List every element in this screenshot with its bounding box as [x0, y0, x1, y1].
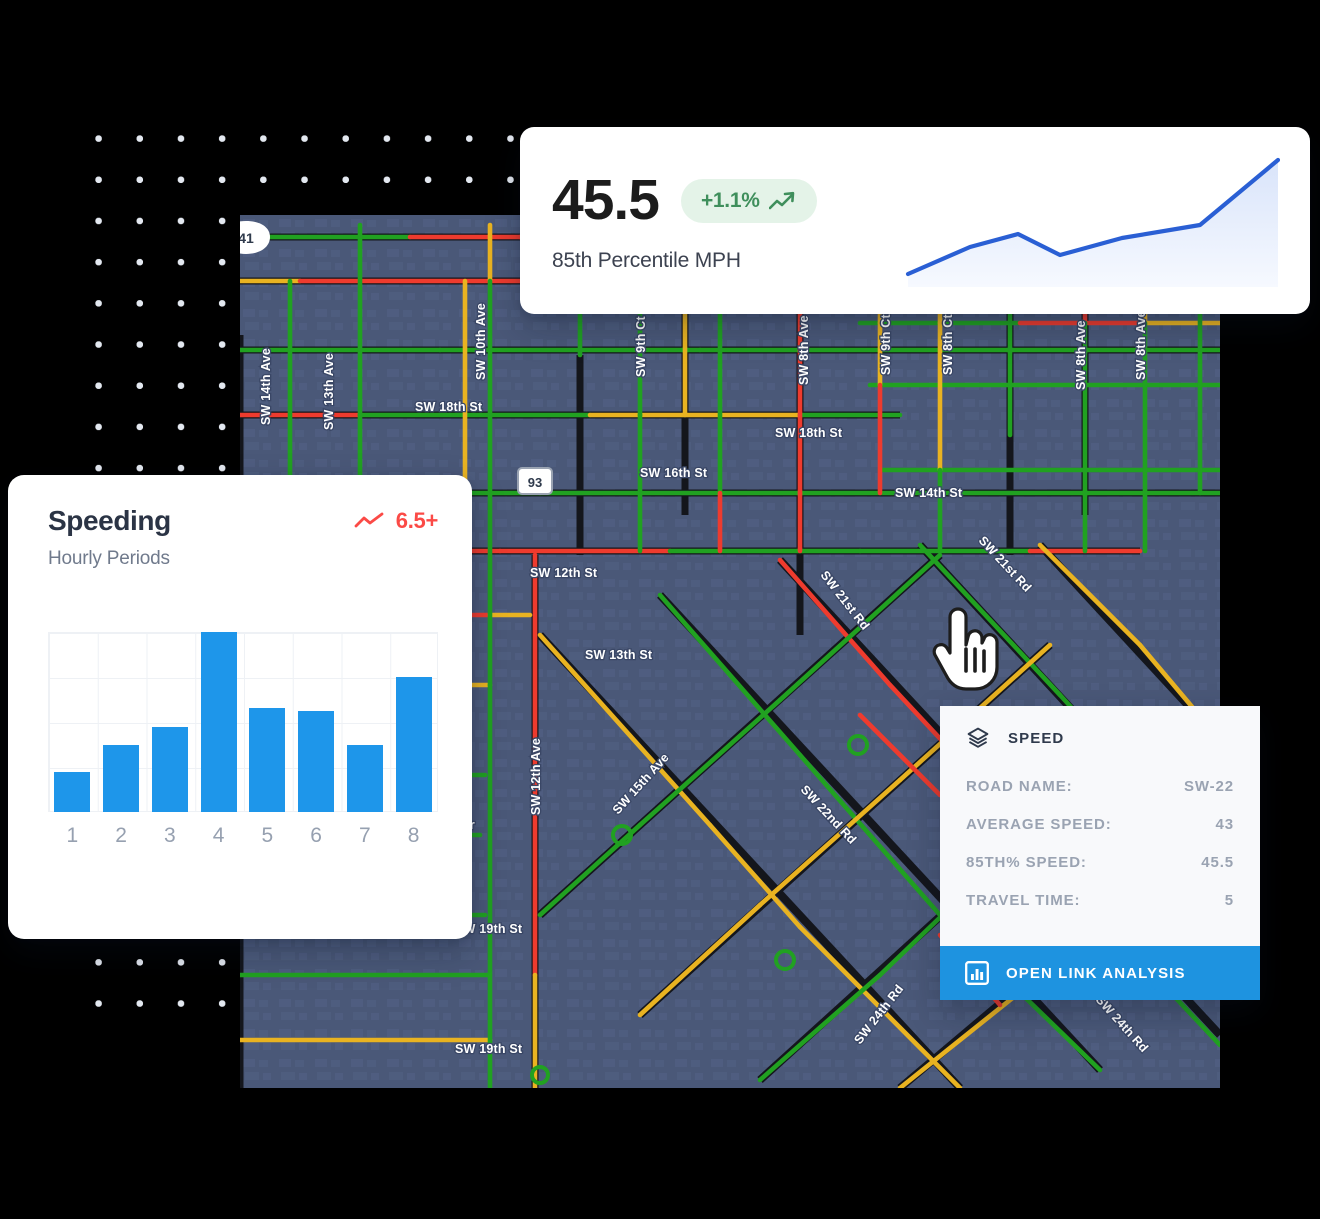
speeding-card-header: Speeding 6.5+: [48, 505, 438, 537]
svg-text:SW 18th St: SW 18th St: [415, 400, 483, 414]
svg-text:SW 18th St: SW 18th St: [775, 426, 843, 440]
svg-text:SW 9th Ct: SW 9th Ct: [879, 314, 893, 375]
speeding-title: Speeding: [48, 505, 171, 536]
svg-text:SW 13th St: SW 13th St: [585, 648, 653, 662]
bar-x-label: 3: [164, 824, 176, 847]
bar-column: [389, 632, 438, 812]
speed-panel-row-key: AVERAGE SPEED:: [966, 816, 1112, 833]
bar-column: [341, 632, 390, 812]
svg-text:SW 8th Ave: SW 8th Ave: [797, 315, 811, 385]
speed-panel-row-value: 45.5: [1201, 854, 1234, 871]
svg-text:SW 13th Ave: SW 13th Ave: [322, 353, 336, 430]
bar: [54, 772, 91, 812]
trend-up-arrow-icon: [768, 191, 794, 209]
bar-column: [48, 632, 97, 812]
bar-x-label: 4: [212, 824, 225, 847]
svg-text:SW 14th Ave: SW 14th Ave: [259, 348, 273, 425]
svg-text:SW 8th Ct: SW 8th Ct: [941, 314, 955, 375]
sparkline-chart: [905, 157, 1280, 287]
bar: [346, 745, 383, 812]
svg-text:SW 14th St: SW 14th St: [895, 486, 963, 500]
stat-card-85th-percentile: 45.5 +1.1% 85th Percentile MPH: [520, 127, 1310, 314]
svg-text:SW 8th Ave: SW 8th Ave: [1134, 310, 1148, 380]
open-link-analysis-button[interactable]: OPEN LINK ANALYSIS: [940, 946, 1260, 1000]
bar: [151, 727, 188, 812]
svg-text:SW 8th Ave: SW 8th Ave: [1074, 320, 1088, 390]
bar: [200, 632, 237, 812]
svg-text:SW 12th St: SW 12th St: [530, 566, 598, 580]
svg-text:SW 10th Ave: SW 10th Ave: [474, 303, 488, 380]
bar-x-label: 2: [115, 824, 127, 847]
speeding-trend-value: 6.5+: [395, 508, 439, 533]
stat-card-value-row: 45.5 +1.1%: [552, 172, 884, 229]
map-marker-badge[interactable]: 93: [517, 467, 553, 495]
bar-x-label: 7: [359, 824, 371, 847]
speeding-subtitle: Hourly Periods: [48, 548, 170, 569]
stat-value: 45.5: [552, 168, 660, 232]
svg-text:SW 12th Ave: SW 12th Ave: [529, 738, 543, 815]
speed-panel-header: SPEED: [940, 706, 1260, 762]
speed-panel-row: ROAD NAME: SW-22: [966, 768, 1234, 806]
stat-trend-value: +1.1%: [700, 188, 760, 212]
bar: [103, 745, 140, 812]
stat-card-left: 45.5 +1.1% 85th Percentile MPH: [552, 153, 884, 292]
speed-panel-row-key: ROAD NAME:: [966, 778, 1073, 795]
svg-text:93: 93: [528, 475, 542, 490]
speeding-trend: 6.5+: [354, 508, 438, 534]
bar-column: [243, 632, 292, 812]
svg-text:41: 41: [240, 230, 254, 246]
bar: [249, 707, 286, 812]
bar: [395, 677, 432, 812]
trend-line-icon: [354, 512, 384, 528]
bar-column: [146, 632, 195, 812]
stat-sparkline-wrap: [884, 153, 1280, 292]
open-link-analysis-label: OPEN LINK ANALYSIS: [1006, 964, 1186, 982]
sparkline-line: [905, 157, 1280, 277]
bar-x-label: 8: [407, 824, 420, 847]
bar: [298, 711, 335, 812]
speed-panel-row-value: 43: [1215, 816, 1234, 833]
sparkline-area: [908, 160, 1278, 287]
speed-panel-row-value: 5: [1224, 892, 1234, 909]
speed-panel-row-key: 85TH% SPEED:: [966, 854, 1087, 871]
speed-panel-rows: ROAD NAME: SW-22 AVERAGE SPEED: 43 85TH% SPE…: [940, 762, 1260, 946]
svg-text:SW 9th Ct: SW 9th Ct: [634, 316, 648, 377]
speed-panel-title: SPEED: [1008, 729, 1065, 747]
svg-text:SW 16th St: SW 16th St: [640, 466, 708, 480]
bar-column: [292, 632, 341, 812]
bar-x-label: 1: [66, 824, 79, 847]
bar-chart-bars: [48, 632, 438, 812]
highway-shield-icon: 41: [240, 221, 270, 254]
speed-panel-row-key: TRAVEL TIME:: [966, 892, 1081, 909]
bar-chart-icon: [965, 961, 989, 985]
speed-panel-row: 85TH% SPEED: 45.5: [966, 844, 1234, 882]
stat-trend-badge: +1.1%: [680, 178, 817, 223]
speeding-bar-chart: [48, 632, 438, 812]
speed-panel-row-value: SW-22: [1183, 778, 1234, 795]
layers-icon: [967, 727, 989, 748]
stat-label: 85th Percentile MPH: [552, 249, 741, 272]
speeding-card: Speeding 6.5+ Hourly Periods 1 2 3 4 5 6 7 8: [8, 475, 472, 939]
bar-chart-x-labels: 1 2 3 4 5 6 7 8: [48, 824, 438, 848]
speed-info-panel: SPEED ROAD NAME: SW-22 AVERAGE SPEED: 43 85T…: [940, 706, 1260, 1000]
speed-panel-row: TRAVEL TIME: 5: [966, 882, 1234, 920]
bar-column: [194, 632, 243, 812]
bar-x-label: 5: [261, 824, 274, 847]
speed-panel-row: AVERAGE SPEED: 43: [966, 806, 1234, 844]
bar-column: [97, 632, 146, 812]
bar-x-label: 6: [310, 824, 322, 847]
svg-text:SW 19th St: SW 19th St: [455, 1042, 523, 1056]
